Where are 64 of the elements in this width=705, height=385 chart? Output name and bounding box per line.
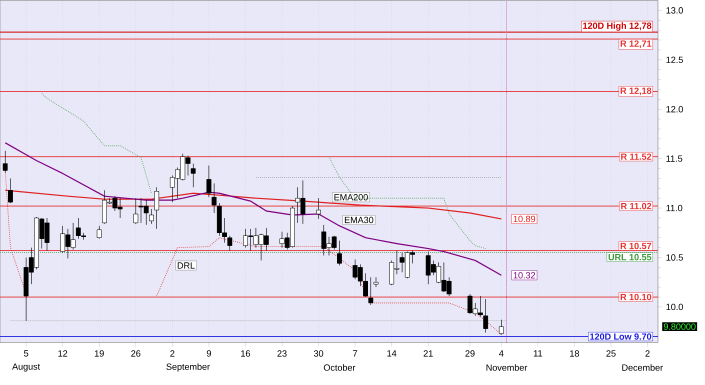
y-tick-label: 10.5: [666, 254, 683, 261]
candlestick: [190, 163, 196, 188]
ref-line-label: R 11.02: [621, 202, 652, 210]
ref-line-label: R 10.10: [620, 294, 652, 300]
line-series: [4, 142, 502, 276]
x-tick-label: 4: [499, 350, 504, 356]
x2-tick-label: October: [324, 364, 356, 371]
x-tick-label: 18: [570, 350, 580, 357]
x2-tick-label: August: [12, 363, 40, 372]
candlestick: [483, 298, 488, 333]
candlestick: [133, 198, 138, 224]
y-tick-label: 11.0: [666, 204, 682, 212]
candlestick: [149, 208, 154, 224]
annotation: EMA30: [344, 216, 374, 224]
x-tick-label: 16: [241, 350, 250, 357]
line-series: [41, 93, 152, 194]
y-tick-label: 12.5: [666, 56, 683, 63]
x-tick-label: 19: [94, 350, 104, 357]
ref-line-label: URL 10.55: [608, 254, 652, 260]
candlestick: [8, 178, 13, 204]
text: 9.80000: [664, 323, 696, 330]
y-tick-label: 12.0: [666, 106, 683, 112]
x-tick-label: 26: [131, 350, 140, 357]
candlestick: [206, 165, 212, 198]
data-label: 10.32: [514, 272, 536, 278]
candlestick: [2, 150, 8, 173]
ref-line-label: R 11.52: [621, 153, 652, 160]
x-tick-label: 2: [170, 350, 174, 357]
x2-tick-label: December: [622, 364, 663, 371]
x2-tick-label: September: [166, 363, 210, 372]
x-tick-label: 11: [534, 350, 542, 356]
x-tick-label: 30: [314, 350, 324, 357]
annotation: DRL: [178, 262, 195, 269]
candlestick: [337, 240, 342, 266]
y-tick-label: 13.0: [666, 7, 683, 14]
x2-tick-label: November: [486, 364, 528, 371]
candlestick: [498, 319, 504, 335]
candlestick: [368, 276, 374, 306]
ref-line-label: R 12,71: [620, 40, 652, 48]
x-tick-label: 23: [277, 350, 287, 357]
x-tick-label: 12: [58, 350, 68, 357]
ref-line-label: 120D Low 9.70: [590, 333, 652, 340]
line-series: [328, 156, 486, 249]
annotation: EMA200: [334, 194, 368, 200]
candlestick: [316, 198, 321, 220]
x-tick-label: 14: [387, 350, 396, 356]
candlestick: [154, 187, 160, 230]
x-tick-label: 29: [465, 350, 475, 357]
y-tick-label: 11.5: [666, 155, 682, 162]
x-tick-label: 25: [606, 350, 616, 357]
x-tick-label: 7: [353, 350, 358, 356]
x-tick-label: 21: [424, 350, 433, 357]
candlestick: [212, 183, 217, 214]
candlestick: [227, 235, 232, 251]
y-tick-label: 10.0: [666, 304, 683, 310]
data-label: 10.89: [514, 216, 536, 222]
ref-line-label: R 10.57: [620, 242, 652, 250]
ref-line-label: 120D High 12,78: [583, 22, 652, 31]
candlestick: [374, 276, 378, 288]
ref-line-label: R 12,18: [620, 88, 652, 96]
x-tick-label: 2: [646, 350, 650, 357]
x-tick-label: 5: [24, 350, 28, 357]
x-tick-label: 9: [206, 350, 211, 357]
candlestick: [96, 226, 102, 239]
